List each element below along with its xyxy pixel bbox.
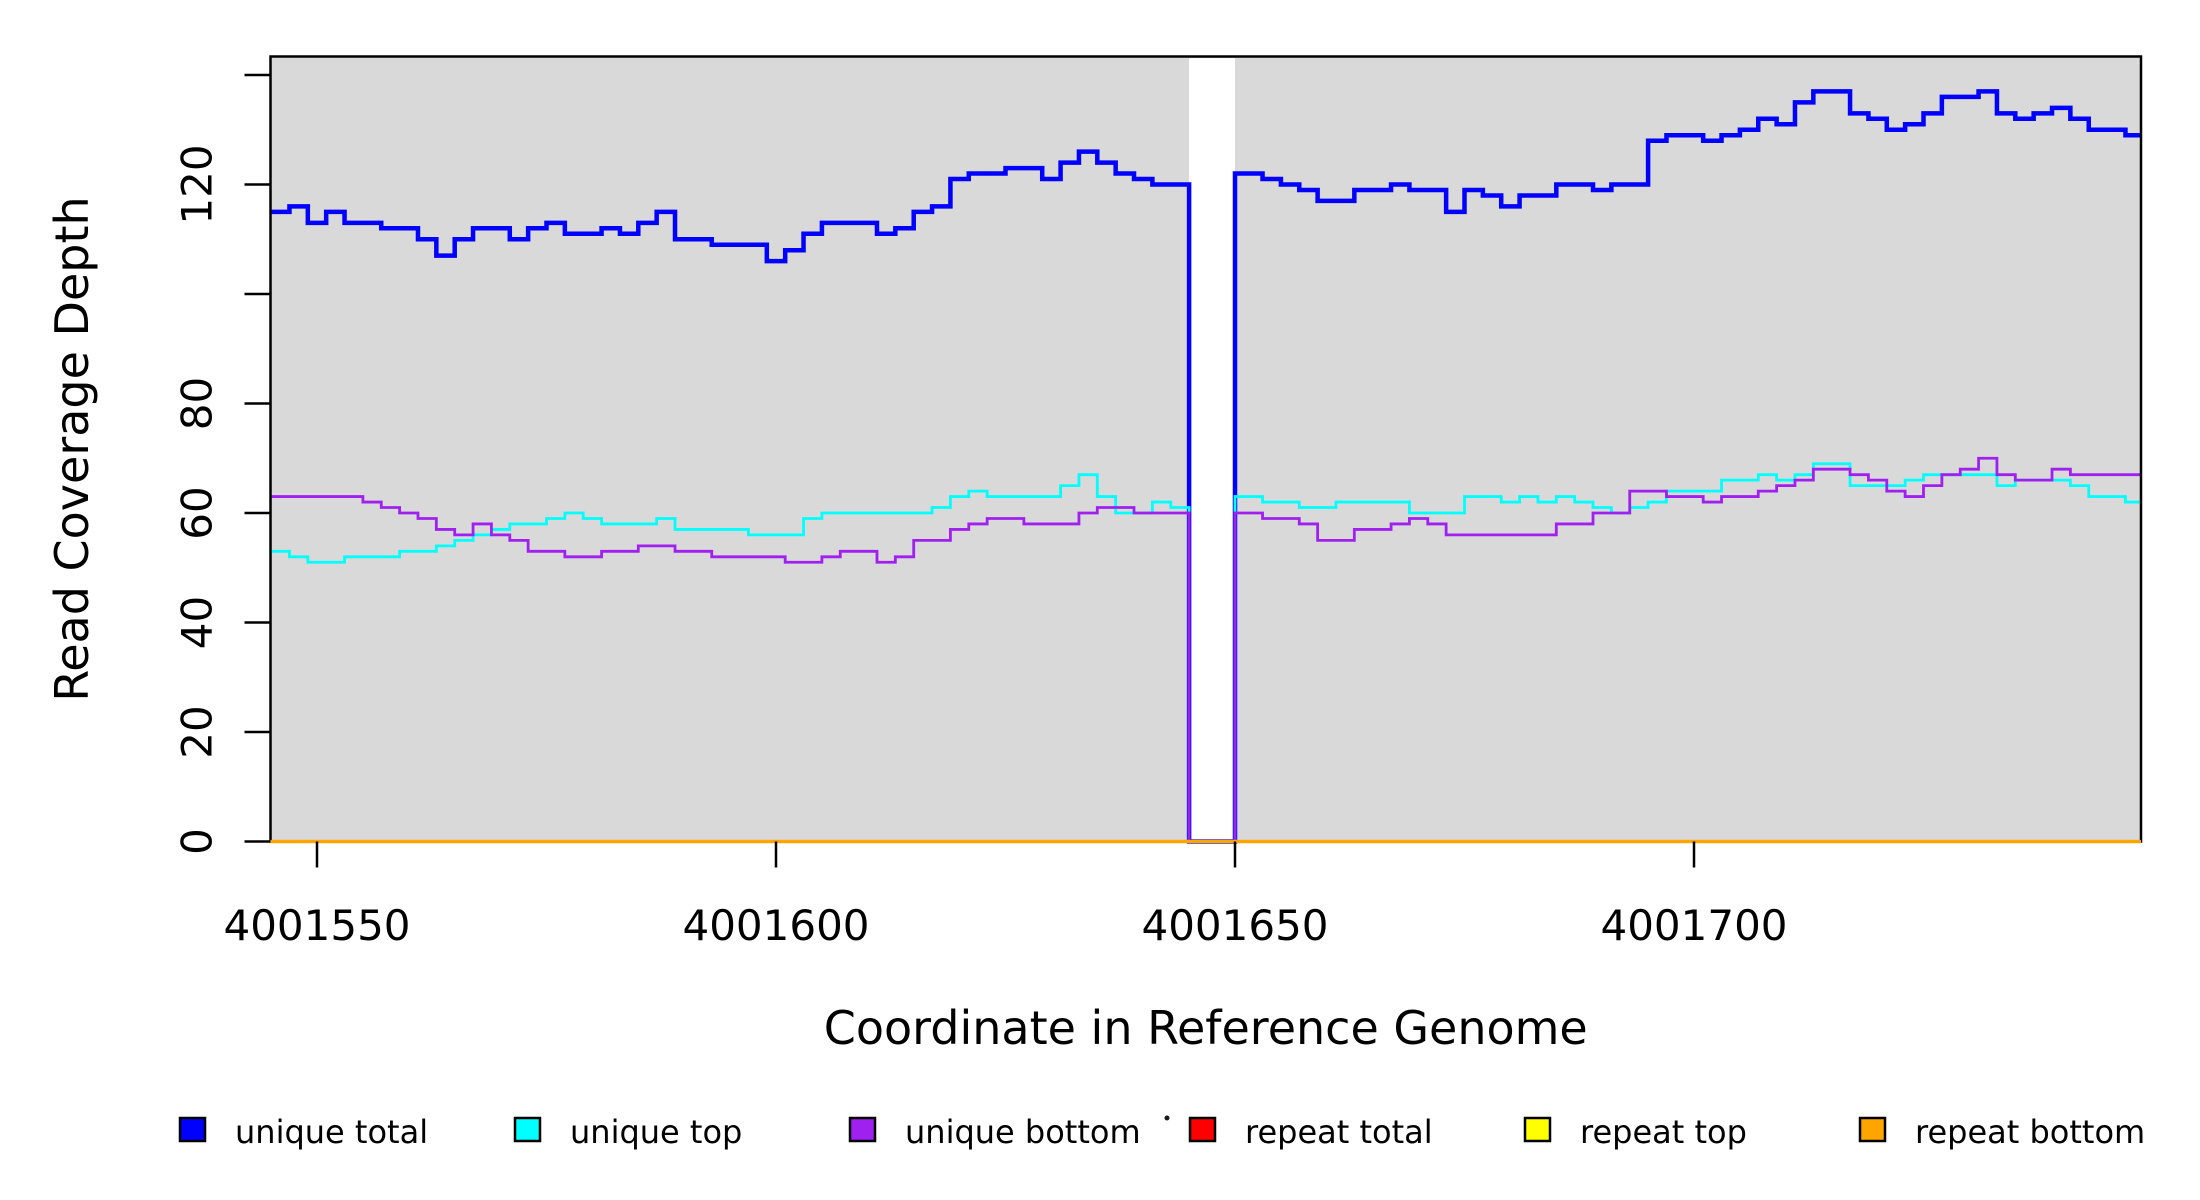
y-axis: 0 20 40 60 80 120 [173,73,271,855]
y-tick-label: 0 [173,828,222,855]
plot-background [270,56,2141,842]
y-tick-label: 60 [173,486,222,539]
legend: unique total unique top unique bottom repea… [178,1113,2145,1151]
legend-label: repeat top [1580,1113,1747,1151]
y-tick-label: 40 [173,596,222,649]
legend-swatch-unique-top [513,1116,542,1143]
y-tick-label: 120 [173,144,222,224]
legend-swatch-unique-bottom [848,1116,877,1143]
legend-item-unique-top: unique top [513,1113,742,1151]
legend-label: repeat total [1245,1113,1433,1151]
legend-label: unique total [235,1113,428,1151]
legend-item-unique-bottom: unique bottom [848,1113,1141,1151]
x-tick-label: 4001700 [1600,901,1787,950]
x-axis-title: Coordinate in Reference Genome [824,1001,1588,1055]
legend-label: repeat bottom [1915,1113,2145,1151]
legend-item-repeat-total: repeat total [1188,1113,1433,1151]
x-tick-label: 4001650 [1141,901,1328,950]
coverage-gap-band [1189,58,1235,840]
stray-dot-artifact [1164,1115,1170,1121]
legend-swatch-unique-total [178,1116,207,1143]
x-tick-label: 4001550 [223,901,410,950]
plot-box-border [269,55,2143,844]
legend-item-repeat-bottom: repeat bottom [1858,1113,2145,1151]
legend-swatch-repeat-total [1188,1116,1217,1143]
legend-swatch-repeat-bottom [1858,1116,1887,1143]
series-unique-bottom [270,456,2141,843]
legend-label: unique top [570,1113,742,1151]
y-tick-label: 20 [173,705,222,758]
legend-swatch-repeat-top [1523,1116,1552,1143]
legend-item-repeat-top: repeat top [1523,1113,1747,1151]
y-axis-title: Read Coverage Depth [45,196,99,701]
x-axis: 4001550 4001600 4001650 4001700 [223,841,1788,950]
legend-item-unique-total: unique total [178,1113,428,1151]
x-tick-label: 4001600 [682,901,869,950]
legend-label: unique bottom [905,1113,1141,1151]
y-tick-label: 80 [173,377,222,430]
